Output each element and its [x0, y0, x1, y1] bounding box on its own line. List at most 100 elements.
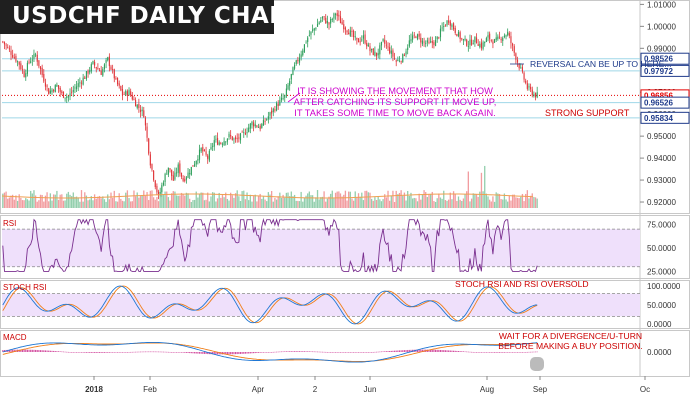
candle-body — [161, 185, 163, 193]
volume-bar — [3, 192, 6, 208]
volume-bar — [284, 197, 286, 208]
candle-body — [76, 86, 78, 89]
volume-bar — [484, 165, 486, 208]
candle-body — [334, 14, 337, 15]
macd-histogram-bar — [66, 351, 68, 353]
macd-histogram-bar — [289, 351, 291, 352]
candle-body — [133, 98, 135, 100]
rsi-axis-label: 50.0000 — [647, 244, 676, 253]
volume-bar — [287, 192, 289, 208]
chart-title-box: USDCHF DAILY CHART — [0, 0, 302, 34]
volume-bar — [403, 192, 406, 208]
macd-histogram-bar — [136, 351, 138, 353]
volume-bar — [93, 194, 96, 208]
macd-histogram-bar — [510, 352, 512, 353]
macd-histogram-bar — [523, 352, 525, 353]
volume-bar — [267, 192, 270, 208]
macd-histogram-bar — [115, 352, 117, 353]
volume-bar — [7, 198, 9, 208]
candle-body — [174, 172, 176, 180]
volume-bar — [85, 195, 88, 208]
macd-histogram-bar — [98, 352, 101, 353]
candle-body — [469, 39, 471, 46]
volume-bar — [392, 190, 394, 208]
volume-bar — [382, 199, 384, 208]
volume-bar — [531, 193, 533, 208]
macd-histogram-bar — [498, 352, 501, 353]
candle-body — [89, 70, 91, 73]
candle-body — [105, 60, 107, 63]
candle-body — [464, 38, 466, 41]
candle-body — [118, 83, 120, 86]
candle-body — [36, 54, 38, 62]
volume-bar — [20, 197, 22, 208]
candle-body — [421, 40, 424, 45]
candle-body — [13, 57, 15, 59]
macd-histogram-bar — [84, 352, 86, 353]
volume-bar — [364, 190, 366, 208]
macd-histogram-bar — [69, 352, 71, 353]
macd-histogram-bar — [489, 352, 491, 353]
volume-bar — [466, 191, 468, 208]
volume-bar — [292, 196, 294, 208]
macd-histogram-bar — [516, 352, 519, 353]
volume-bar — [313, 201, 315, 208]
macd-histogram-bar — [362, 352, 365, 353]
candle-body — [405, 51, 407, 55]
volume-bar — [285, 192, 288, 208]
candle-body — [189, 173, 191, 175]
candle-body — [261, 124, 263, 128]
macd-histogram-bar — [100, 352, 102, 353]
candle-body — [523, 72, 525, 80]
volume-bar — [451, 199, 453, 208]
volume-bar — [136, 192, 138, 208]
volume-bar — [52, 194, 55, 208]
candle-body — [503, 35, 505, 38]
macd-histogram-bar — [485, 352, 487, 353]
macd-histogram-bar — [180, 352, 183, 353]
candle-body — [120, 86, 122, 91]
candle-body — [77, 83, 79, 87]
macd-histogram-bar — [323, 351, 325, 353]
candle-body — [430, 41, 432, 43]
candle-body — [344, 27, 346, 30]
candle-body — [505, 35, 507, 37]
macd-histogram-bar — [464, 351, 466, 353]
volume-bar — [325, 201, 327, 208]
rsi-axis-label: 75.0000 — [647, 220, 676, 229]
volume-bar — [334, 192, 337, 208]
candle-body — [515, 53, 517, 60]
x-axis-label: Jun — [364, 385, 377, 394]
volume-bar — [221, 194, 224, 208]
volume-bar — [220, 197, 222, 208]
candle-body — [434, 40, 437, 47]
candle-body — [472, 43, 474, 45]
candle-body — [177, 164, 179, 173]
candle-body — [149, 154, 151, 166]
macd-histogram-bar — [71, 352, 73, 353]
price-tag-box — [640, 96, 690, 109]
macd-histogram-bar — [226, 352, 228, 355]
candle-body — [146, 126, 148, 138]
macd-histogram-bar — [62, 351, 65, 353]
candle-body — [348, 32, 350, 35]
candle-body — [48, 88, 50, 95]
candle-body — [259, 125, 261, 130]
volume-bar — [164, 191, 166, 208]
macd-histogram-bar — [266, 352, 268, 353]
macd-histogram-bar — [325, 351, 327, 353]
volume-bar — [521, 193, 524, 208]
volume-bar — [295, 200, 297, 208]
volume-bar — [305, 195, 307, 208]
candle-body — [467, 45, 469, 47]
volume-bar — [449, 192, 451, 208]
macd-histogram-bar — [321, 351, 324, 353]
macd-histogram-bar — [41, 350, 43, 352]
volume-bar — [256, 201, 258, 208]
macd-histogram-bar — [56, 351, 58, 352]
annotation-wait: WAIT FOR A DIVERGENCE/U-TURN BEFORE MAKI… — [498, 331, 643, 351]
macd-histogram-bar — [244, 352, 246, 354]
macd-histogram-bar — [36, 349, 38, 352]
macd-histogram-bar — [456, 350, 458, 352]
volume-bar — [462, 198, 465, 208]
